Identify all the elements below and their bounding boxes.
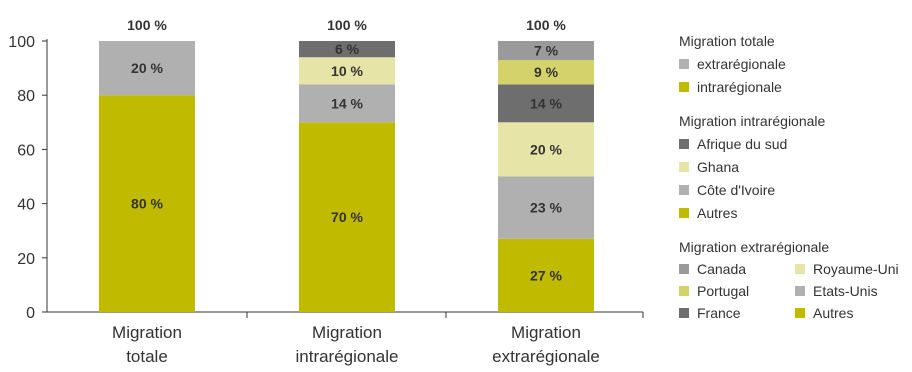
legend-swatch: [679, 58, 689, 69]
bar-segment: [498, 41, 594, 60]
bar-segment: [498, 176, 594, 239]
x-tick-label: Migration: [312, 323, 382, 342]
legend-swatch: [679, 184, 689, 195]
legend-item-etats-unis: Etats-Unis: [795, 280, 905, 302]
y-tick-label: 60: [17, 142, 35, 159]
legend-item-royaume-uni: Royaume-Uni: [795, 258, 905, 280]
data-label: 20 %: [530, 141, 562, 157]
legend-title-totale: Migration totale: [679, 33, 775, 49]
legend-swatch: [679, 161, 689, 172]
legend-item-extraregionale: extrarégionale: [679, 52, 909, 75]
legend-label: Etats-Unis: [813, 283, 878, 299]
data-label: 20 %: [131, 60, 163, 76]
data-label: 10 %: [331, 63, 363, 79]
legend-item-autres: Autres: [679, 201, 909, 224]
legend-swatch: [795, 264, 805, 274]
legend-item-intraregionale: intrarégionale: [679, 75, 909, 98]
legend-title-extra: Migration extrarégionale: [679, 239, 830, 255]
data-label: 23 %: [530, 200, 562, 216]
legend-swatch: [795, 286, 805, 296]
total-label: 100 %: [327, 17, 367, 33]
y-tick-label: 40: [17, 197, 35, 214]
bar-segment: [299, 122, 395, 312]
legend-label: Royaume-Uni: [813, 261, 899, 277]
data-label: 14 %: [530, 95, 562, 111]
bar-segment: [498, 59, 594, 85]
legend-item-cote-divoire: Côte d'Ivoire: [679, 178, 909, 201]
legend-group-intra: Migration intrarégionale Afrique du sud …: [679, 110, 909, 224]
data-label: 27 %: [530, 267, 562, 283]
legend-swatch: [679, 207, 689, 218]
total-label: 100 %: [526, 17, 566, 33]
legend-swatch: [679, 138, 689, 149]
legend-swatch: [679, 81, 689, 92]
bar-segment: [498, 84, 594, 123]
legend-label: France: [697, 305, 741, 321]
legend-item-portugal: Portugal: [679, 280, 795, 302]
legend-swatch: [679, 264, 689, 274]
total-label: 100 %: [127, 17, 167, 33]
x-tick-label: Migration: [112, 323, 182, 342]
bar-segment: [299, 57, 395, 85]
legend-label: Portugal: [697, 283, 750, 299]
bar-segment: [99, 95, 195, 312]
bar-segment: [299, 84, 395, 123]
y-tick-label: 0: [26, 305, 35, 322]
legend-label: Autres: [697, 204, 738, 221]
legend-title-intra: Migration intrarégionale: [679, 113, 826, 129]
legend-swatch: [679, 308, 689, 318]
legend-label: extrarégionale: [697, 55, 786, 72]
y-tick-label: 80: [17, 88, 35, 105]
bar-segment: [99, 41, 195, 96]
legend-item-autres-extra: Autres: [795, 302, 905, 324]
y-tick-label: 20: [17, 251, 35, 268]
legend-label: intrarégionale: [697, 78, 782, 95]
legend-label: Canada: [697, 261, 747, 277]
x-tick-label: intrarégionale: [295, 347, 398, 366]
legend-swatch: [795, 308, 805, 318]
legend-label: Afrique du sud: [697, 135, 788, 152]
legend-group-totale: Migration totale extrarégionale intrarég…: [679, 30, 909, 98]
data-label: 9 %: [534, 64, 559, 80]
data-label: 80 %: [131, 196, 163, 212]
legend-item-afrique-du-sud: Afrique du sud: [679, 132, 909, 155]
data-label: 6 %: [335, 41, 360, 57]
legend-item-canada: Canada: [679, 258, 795, 280]
legend-group-extra: Migration extrarégionale Canada Royaume-…: [679, 236, 909, 324]
bar-segment: [299, 41, 395, 58]
legend-item-ghana: Ghana: [679, 155, 909, 178]
data-label: 70 %: [331, 209, 363, 225]
data-label: 14 %: [331, 95, 363, 111]
data-label: 7 %: [534, 42, 559, 58]
legend-item-france: France: [679, 302, 795, 324]
x-tick-label: Migration: [511, 323, 581, 342]
legend: Migration totale extrarégionale intrarég…: [679, 30, 909, 336]
y-tick-label: 100: [8, 34, 35, 51]
x-tick-label: totale: [126, 347, 168, 366]
bar-segment: [498, 238, 594, 312]
legend-label: Côte d'Ivoire: [697, 181, 776, 198]
legend-swatch: [679, 286, 689, 296]
legend-label: Ghana: [697, 158, 740, 175]
legend-grid-extra: Canada Royaume-Uni Portugal Etats-Unis F…: [679, 258, 909, 324]
bar-segment: [498, 122, 594, 177]
legend-label: Autres: [813, 305, 854, 321]
x-tick-label: extrarégionale: [492, 347, 600, 366]
